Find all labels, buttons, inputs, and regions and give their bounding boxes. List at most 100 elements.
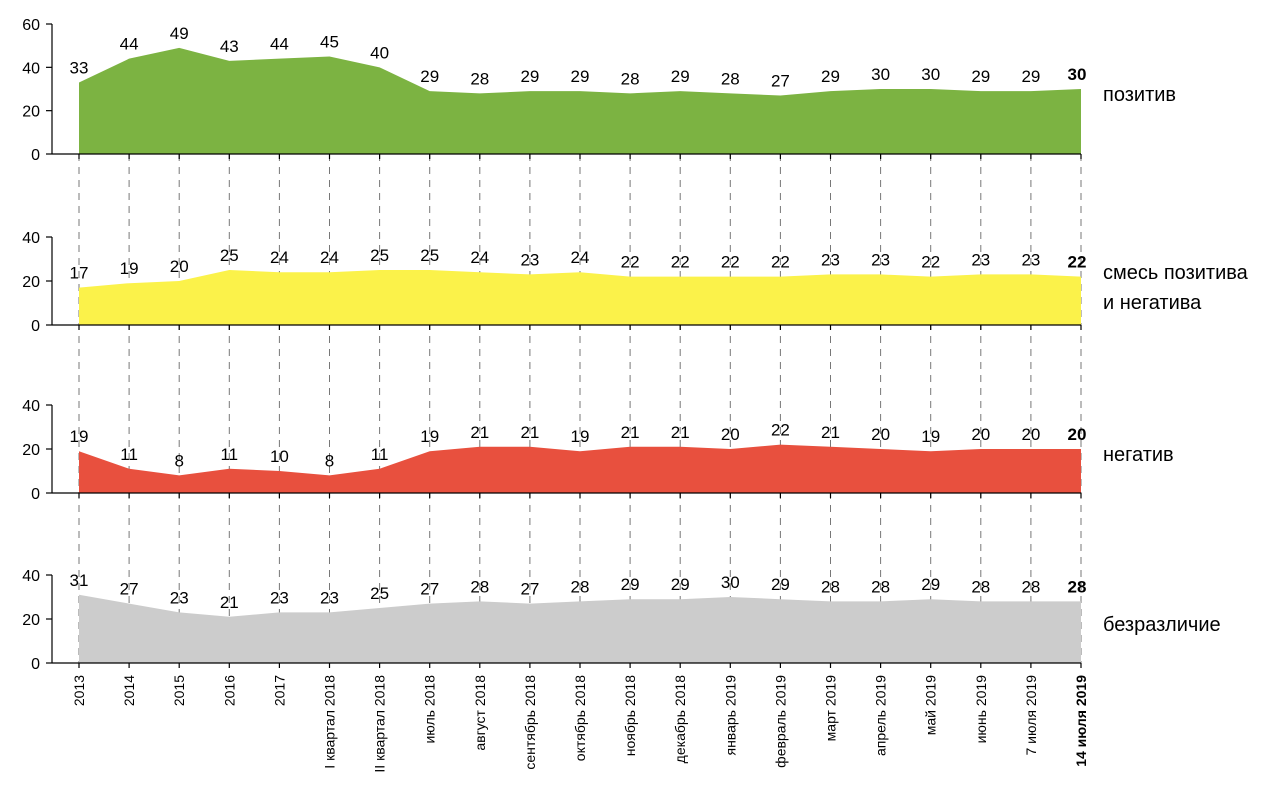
y-tick-label: 0 (31, 656, 40, 673)
chart-panels: 0 20 40 60 33 44 49 43 44 45 40 29 28 29 29 28 29 28 27 29 3… (22, 17, 1248, 673)
value-label: 19 (420, 427, 439, 446)
value-label: 22 (1068, 253, 1087, 272)
value-label: 24 (571, 248, 590, 267)
value-label: 10 (270, 447, 289, 466)
value-label: 28 (1068, 577, 1087, 596)
series-name-label: и негатива (1103, 292, 1202, 314)
x-tick-label: март 2019 (823, 675, 839, 742)
value-label: 28 (721, 69, 740, 88)
value-label: 43 (220, 37, 239, 56)
y-tick-label: 40 (22, 398, 40, 415)
value-label: 22 (771, 421, 790, 440)
value-label: 19 (120, 259, 139, 278)
value-label: 40 (370, 43, 389, 62)
x-tick-label: 2015 (171, 675, 187, 706)
value-label: 22 (771, 253, 790, 272)
value-label: 29 (571, 67, 590, 86)
value-label: 22 (671, 253, 690, 272)
value-label: 21 (621, 423, 640, 442)
value-label: 29 (921, 575, 940, 594)
panel-4: 0 20 40 31 27 23 21 23 23 25 27 28 27 28 29 29 30 29 28 28 2… (22, 568, 1220, 673)
x-tick-label: апрель 2019 (873, 675, 889, 756)
value-label: 28 (971, 577, 990, 596)
value-label: 22 (621, 253, 640, 272)
value-label: 19 (571, 427, 590, 446)
value-label: 30 (1068, 65, 1087, 84)
value-label: 23 (170, 588, 189, 607)
value-label: 28 (821, 577, 840, 596)
x-tick-label: 7 июля 2019 (1023, 675, 1039, 756)
value-label: 27 (771, 72, 790, 91)
value-label: 23 (871, 250, 890, 269)
y-tick-label: 60 (22, 17, 40, 34)
x-axis: 2013 2014 2015 2016 2017 I квартал 2018 II ква… (71, 675, 1089, 773)
value-label: 29 (420, 67, 439, 86)
value-label: 29 (971, 67, 990, 86)
panel-3: 0 20 40 19 11 8 11 10 8 11 19 21 21 19 21 21 20 22 21 20 19 2… (22, 398, 1173, 503)
value-label: 33 (70, 59, 89, 78)
series-area (79, 444, 1081, 493)
value-label: 21 (671, 423, 690, 442)
x-tick-label: сентябрь 2018 (522, 675, 538, 770)
value-label: 29 (520, 67, 539, 86)
value-label: 25 (370, 246, 389, 265)
value-label: 25 (370, 584, 389, 603)
panel-1: 0 20 40 60 33 44 49 43 44 45 40 29 28 29 29 28 29 28 27 29 3… (22, 17, 1176, 164)
value-label: 21 (821, 423, 840, 442)
value-label: 23 (1021, 250, 1040, 269)
value-label: 23 (520, 250, 539, 269)
value-label: 24 (270, 248, 289, 267)
value-label: 31 (70, 571, 89, 590)
value-label: 28 (871, 577, 890, 596)
value-label: 30 (721, 573, 740, 592)
value-label: 23 (320, 588, 339, 607)
x-tick-label: 2014 (121, 675, 137, 706)
value-label: 8 (325, 451, 334, 470)
value-label: 28 (621, 69, 640, 88)
value-label: 30 (921, 65, 940, 84)
value-label: 21 (520, 423, 539, 442)
value-label: 29 (671, 575, 690, 594)
x-tick-label: август 2018 (472, 675, 488, 751)
value-label: 29 (671, 67, 690, 86)
y-tick-label: 0 (31, 486, 40, 503)
series-name-label: позитив (1103, 84, 1176, 106)
value-label: 22 (721, 253, 740, 272)
value-label: 27 (120, 580, 139, 599)
y-tick-label: 20 (22, 274, 40, 291)
x-tick-label: ноябрь 2018 (622, 675, 638, 756)
value-label: 20 (721, 425, 740, 444)
panel-2: 0 20 40 17 19 20 25 24 24 25 25 24 23 24 22 22 22 22 23 23 2… (22, 230, 1248, 335)
x-tick-label: июль 2018 (422, 675, 438, 744)
value-label: 29 (771, 575, 790, 594)
value-label: 28 (470, 69, 489, 88)
value-label: 8 (174, 451, 183, 470)
value-label: 20 (1068, 425, 1087, 444)
value-label: 24 (470, 248, 489, 267)
value-label: 28 (1021, 577, 1040, 596)
y-tick-label: 40 (22, 568, 40, 585)
y-tick-label: 20 (22, 612, 40, 629)
value-label: 23 (270, 588, 289, 607)
x-tick-label: I квартал 2018 (322, 675, 338, 769)
series-area (79, 594, 1081, 663)
x-tick-label: 2017 (271, 675, 287, 706)
y-tick-label: 0 (31, 318, 40, 335)
value-label: 24 (320, 248, 339, 267)
value-label: 45 (320, 33, 339, 52)
x-tick-label: октябрь 2018 (572, 675, 588, 761)
value-label: 44 (120, 35, 139, 54)
series-name-label: безразличие (1103, 614, 1221, 636)
value-label: 22 (921, 253, 940, 272)
value-label: 25 (220, 246, 239, 265)
y-tick-label: 40 (22, 230, 40, 247)
value-label: 19 (70, 427, 89, 446)
x-tick-label: декабрь 2018 (672, 675, 688, 764)
value-label: 21 (470, 423, 489, 442)
x-tick-label: 2013 (71, 675, 87, 706)
x-tick-label: май 2019 (923, 675, 939, 735)
y-tick-label: 20 (22, 442, 40, 459)
x-tick-label: II квартал 2018 (372, 675, 388, 773)
y-tick-label: 0 (31, 147, 40, 164)
value-label: 27 (420, 580, 439, 599)
